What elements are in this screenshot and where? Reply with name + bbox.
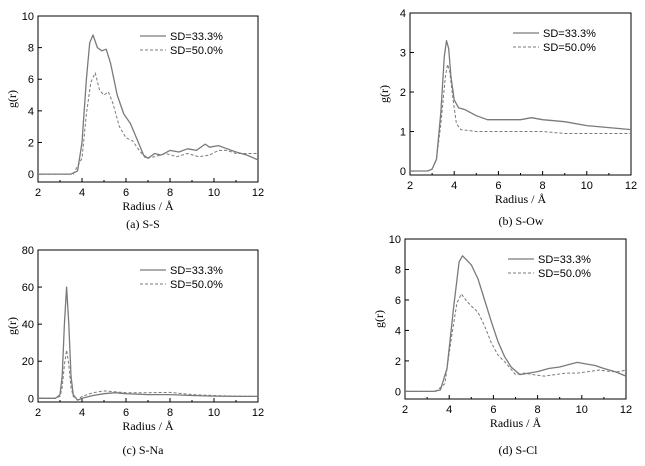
y-tick-label: 2 (395, 356, 401, 368)
y-axis-title: g(r) (5, 90, 19, 108)
x-tick-label: 2 (35, 187, 41, 199)
x-tick-label: 12 (620, 404, 632, 416)
y-axis-title: g(r) (377, 85, 391, 103)
x-axis-title: Radius / Å (495, 192, 547, 206)
series-line-sd-33 (405, 255, 627, 393)
y-tick-label: 60 (22, 282, 34, 294)
series-line-sd-50 (410, 63, 631, 172)
y-tick-label: 20 (22, 356, 34, 368)
x-tick-label: 6 (123, 407, 129, 419)
y-tick-label: 0 (400, 166, 406, 178)
y-tick-label: 0 (28, 393, 34, 405)
series-line-sd-33 (38, 286, 258, 401)
y-tick-label: 8 (395, 264, 401, 276)
y-tick-label: 0 (28, 169, 34, 181)
x-tick-label: 2 (402, 404, 408, 416)
y-axis-title: g(r) (5, 317, 19, 335)
legend-label: SD=33.3% (170, 31, 223, 43)
x-axis-title: Radius / Å (490, 416, 542, 430)
legend-label: SD=33.3% (538, 254, 591, 266)
x-tick-label: 2 (35, 407, 41, 419)
x-tick-label: 6 (123, 187, 129, 199)
y-tick-label: 80 (22, 245, 34, 257)
x-tick-label: 4 (451, 180, 457, 192)
y-tick-label: 10 (22, 11, 34, 23)
y-tick-label: 4 (28, 106, 34, 118)
x-tick-label: 4 (79, 187, 85, 199)
y-tick-label: 0 (395, 386, 401, 398)
series-line-sd-33 (410, 40, 632, 172)
panel-caption: (d) S-Cl (499, 443, 539, 457)
x-tick-label: 10 (576, 404, 588, 416)
y-tick-label: 6 (28, 74, 34, 86)
x-tick-label: 10 (581, 180, 593, 192)
x-tick-label: 8 (167, 407, 173, 419)
legend-label: SD=50.0% (170, 45, 223, 57)
y-tick-label: 4 (400, 8, 406, 20)
x-tick-label: 10 (208, 187, 220, 199)
y-tick-label: 10 (389, 234, 401, 246)
x-tick-label: 10 (208, 407, 220, 419)
legend-label: SD=33.3% (543, 28, 596, 40)
y-tick-label: 8 (28, 43, 34, 55)
plot-frame (37, 15, 259, 183)
x-tick-label: 12 (252, 407, 264, 419)
chart-panel-3: 2 4 6 8 10 12 0 20 40 60 80 Radius / Å g(r) (c) S-Na S… (5, 245, 264, 457)
y-tick-label: 3 (400, 48, 406, 60)
series-line-sd-50 (38, 349, 259, 401)
x-tick-label: 6 (495, 180, 501, 192)
series-line-sd-50 (405, 293, 627, 392)
legend-label: SD=50.0% (538, 268, 591, 280)
legend-label: SD=50.0% (543, 42, 596, 54)
x-tick-label: 2 (407, 180, 413, 192)
panel-caption: (a) S-S (126, 217, 160, 231)
x-tick-label: 4 (446, 404, 452, 416)
x-tick-label: 6 (490, 404, 496, 416)
series-line-sd-33 (38, 34, 259, 175)
legend-label: SD=50.0% (170, 279, 223, 291)
panel-caption: (b) S-Ow (499, 214, 544, 228)
y-tick-label: 6 (395, 295, 401, 307)
x-tick-label: 8 (540, 180, 546, 192)
y-tick-label: 4 (395, 325, 401, 337)
y-tick-label: 40 (22, 319, 34, 331)
x-tick-label: 8 (535, 404, 541, 416)
y-tick-label: 1 (400, 127, 406, 139)
y-tick-label: 2 (28, 137, 34, 149)
y-tick-label: 2 (400, 87, 406, 99)
x-axis-title: Radius / Å (122, 199, 174, 213)
panel-caption: (c) S-Na (123, 443, 165, 457)
x-tick-label: 12 (252, 187, 264, 199)
legend-label: SD=33.3% (170, 265, 223, 277)
x-axis-title: Radius / Å (122, 419, 174, 433)
y-axis-title: g(r) (372, 310, 386, 328)
x-tick-label: 4 (79, 407, 85, 419)
plot-frame (409, 12, 632, 176)
x-tick-label: 8 (167, 187, 173, 199)
x-tick-label: 12 (625, 180, 637, 192)
series-line-sd-50 (38, 72, 258, 175)
